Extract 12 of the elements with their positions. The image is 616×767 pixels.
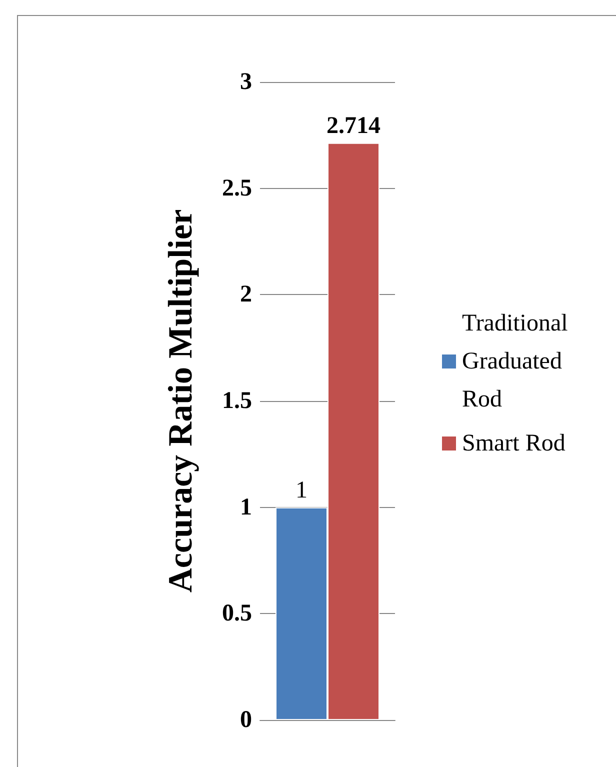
legend-label: Traditional Graduated Rod [462, 310, 574, 412]
y-tick-label: 1 [240, 494, 252, 520]
legend-label: Smart Rod [462, 430, 566, 456]
y-tick-label: 0 [240, 707, 252, 733]
y-tick-label: 2.5 [222, 175, 252, 202]
data-label: 1 [296, 477, 308, 504]
y-tick-label: 0.5 [222, 600, 252, 627]
y-tick-label: 3 [240, 69, 252, 95]
y-tick-label: 1.5 [222, 388, 252, 414]
data-label: 2.714 [326, 112, 380, 139]
y-axis-title: Accuracy Ratio Multiplier [162, 209, 200, 593]
y-tick-label: 2 [240, 282, 252, 308]
